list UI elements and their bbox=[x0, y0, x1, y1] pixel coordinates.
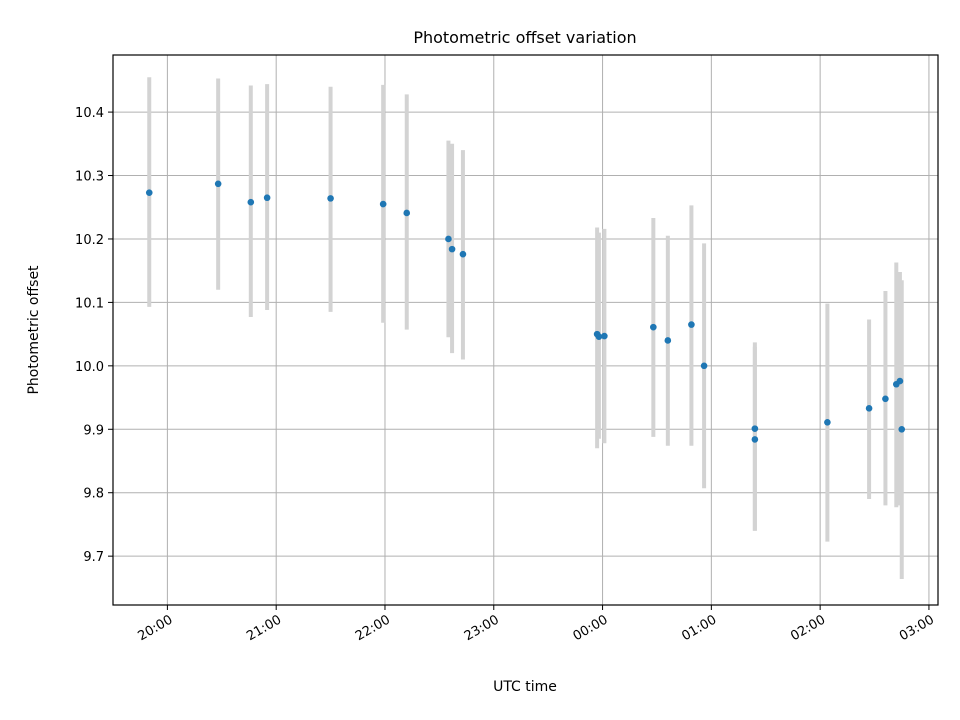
x-tick-label: 20:00 bbox=[135, 612, 175, 644]
x-tick-label: 03:00 bbox=[897, 612, 937, 644]
data-point bbox=[751, 425, 759, 432]
y-tick-label: 10.1 bbox=[75, 296, 104, 311]
data-point bbox=[448, 245, 456, 253]
data-point bbox=[882, 395, 889, 403]
y-tick-label: 10.4 bbox=[75, 106, 104, 121]
data-points bbox=[145, 180, 906, 443]
y-axis-label: Photometric offset bbox=[26, 265, 42, 395]
chart-title: Photometric offset variation bbox=[413, 28, 636, 47]
y-axis-ticks: 9.7 9.8 9.9 10.0 10.1 10.2 10.3 10.4 bbox=[75, 106, 113, 565]
y-tick-label: 10.2 bbox=[75, 233, 104, 248]
data-point bbox=[263, 194, 271, 202]
data-point bbox=[700, 362, 708, 370]
y-tick-label: 9.9 bbox=[83, 423, 104, 438]
data-point bbox=[896, 377, 904, 385]
data-point bbox=[327, 195, 334, 202]
x-tick-label: 21:00 bbox=[244, 612, 284, 644]
y-tick-label: 9.7 bbox=[83, 550, 104, 565]
grid-lines bbox=[113, 55, 938, 605]
error-bars bbox=[147, 77, 904, 579]
plot-frame bbox=[112, 54, 939, 606]
y-tick-label: 10.0 bbox=[75, 360, 104, 375]
data-point bbox=[403, 209, 411, 217]
x-tick-label: 00:00 bbox=[571, 612, 611, 644]
x-tick-label: 22:00 bbox=[353, 612, 393, 644]
x-tick-label: 02:00 bbox=[788, 612, 828, 644]
data-point bbox=[688, 321, 695, 328]
data-point bbox=[601, 332, 608, 340]
x-axis-ticks: 20:00 21:00 22:00 23:00 00:00 01:00 02:00 03:00 bbox=[135, 605, 937, 644]
data-point bbox=[865, 405, 873, 412]
data-point bbox=[214, 180, 222, 188]
x-axis-label: UTC time bbox=[493, 679, 557, 695]
data-point bbox=[595, 333, 603, 340]
data-point bbox=[824, 419, 831, 426]
data-point bbox=[650, 323, 657, 331]
y-tick-label: 10.3 bbox=[75, 170, 104, 185]
y-tick-label: 9.8 bbox=[83, 487, 104, 502]
data-point bbox=[445, 235, 452, 243]
data-point bbox=[664, 337, 672, 344]
x-tick-label: 23:00 bbox=[462, 612, 502, 644]
data-point bbox=[379, 200, 387, 208]
x-tick-label: 01:00 bbox=[679, 612, 719, 644]
data-point bbox=[898, 425, 906, 433]
data-point bbox=[751, 436, 759, 443]
data-point bbox=[145, 189, 153, 196]
data-point bbox=[459, 250, 467, 258]
data-point bbox=[247, 198, 255, 206]
